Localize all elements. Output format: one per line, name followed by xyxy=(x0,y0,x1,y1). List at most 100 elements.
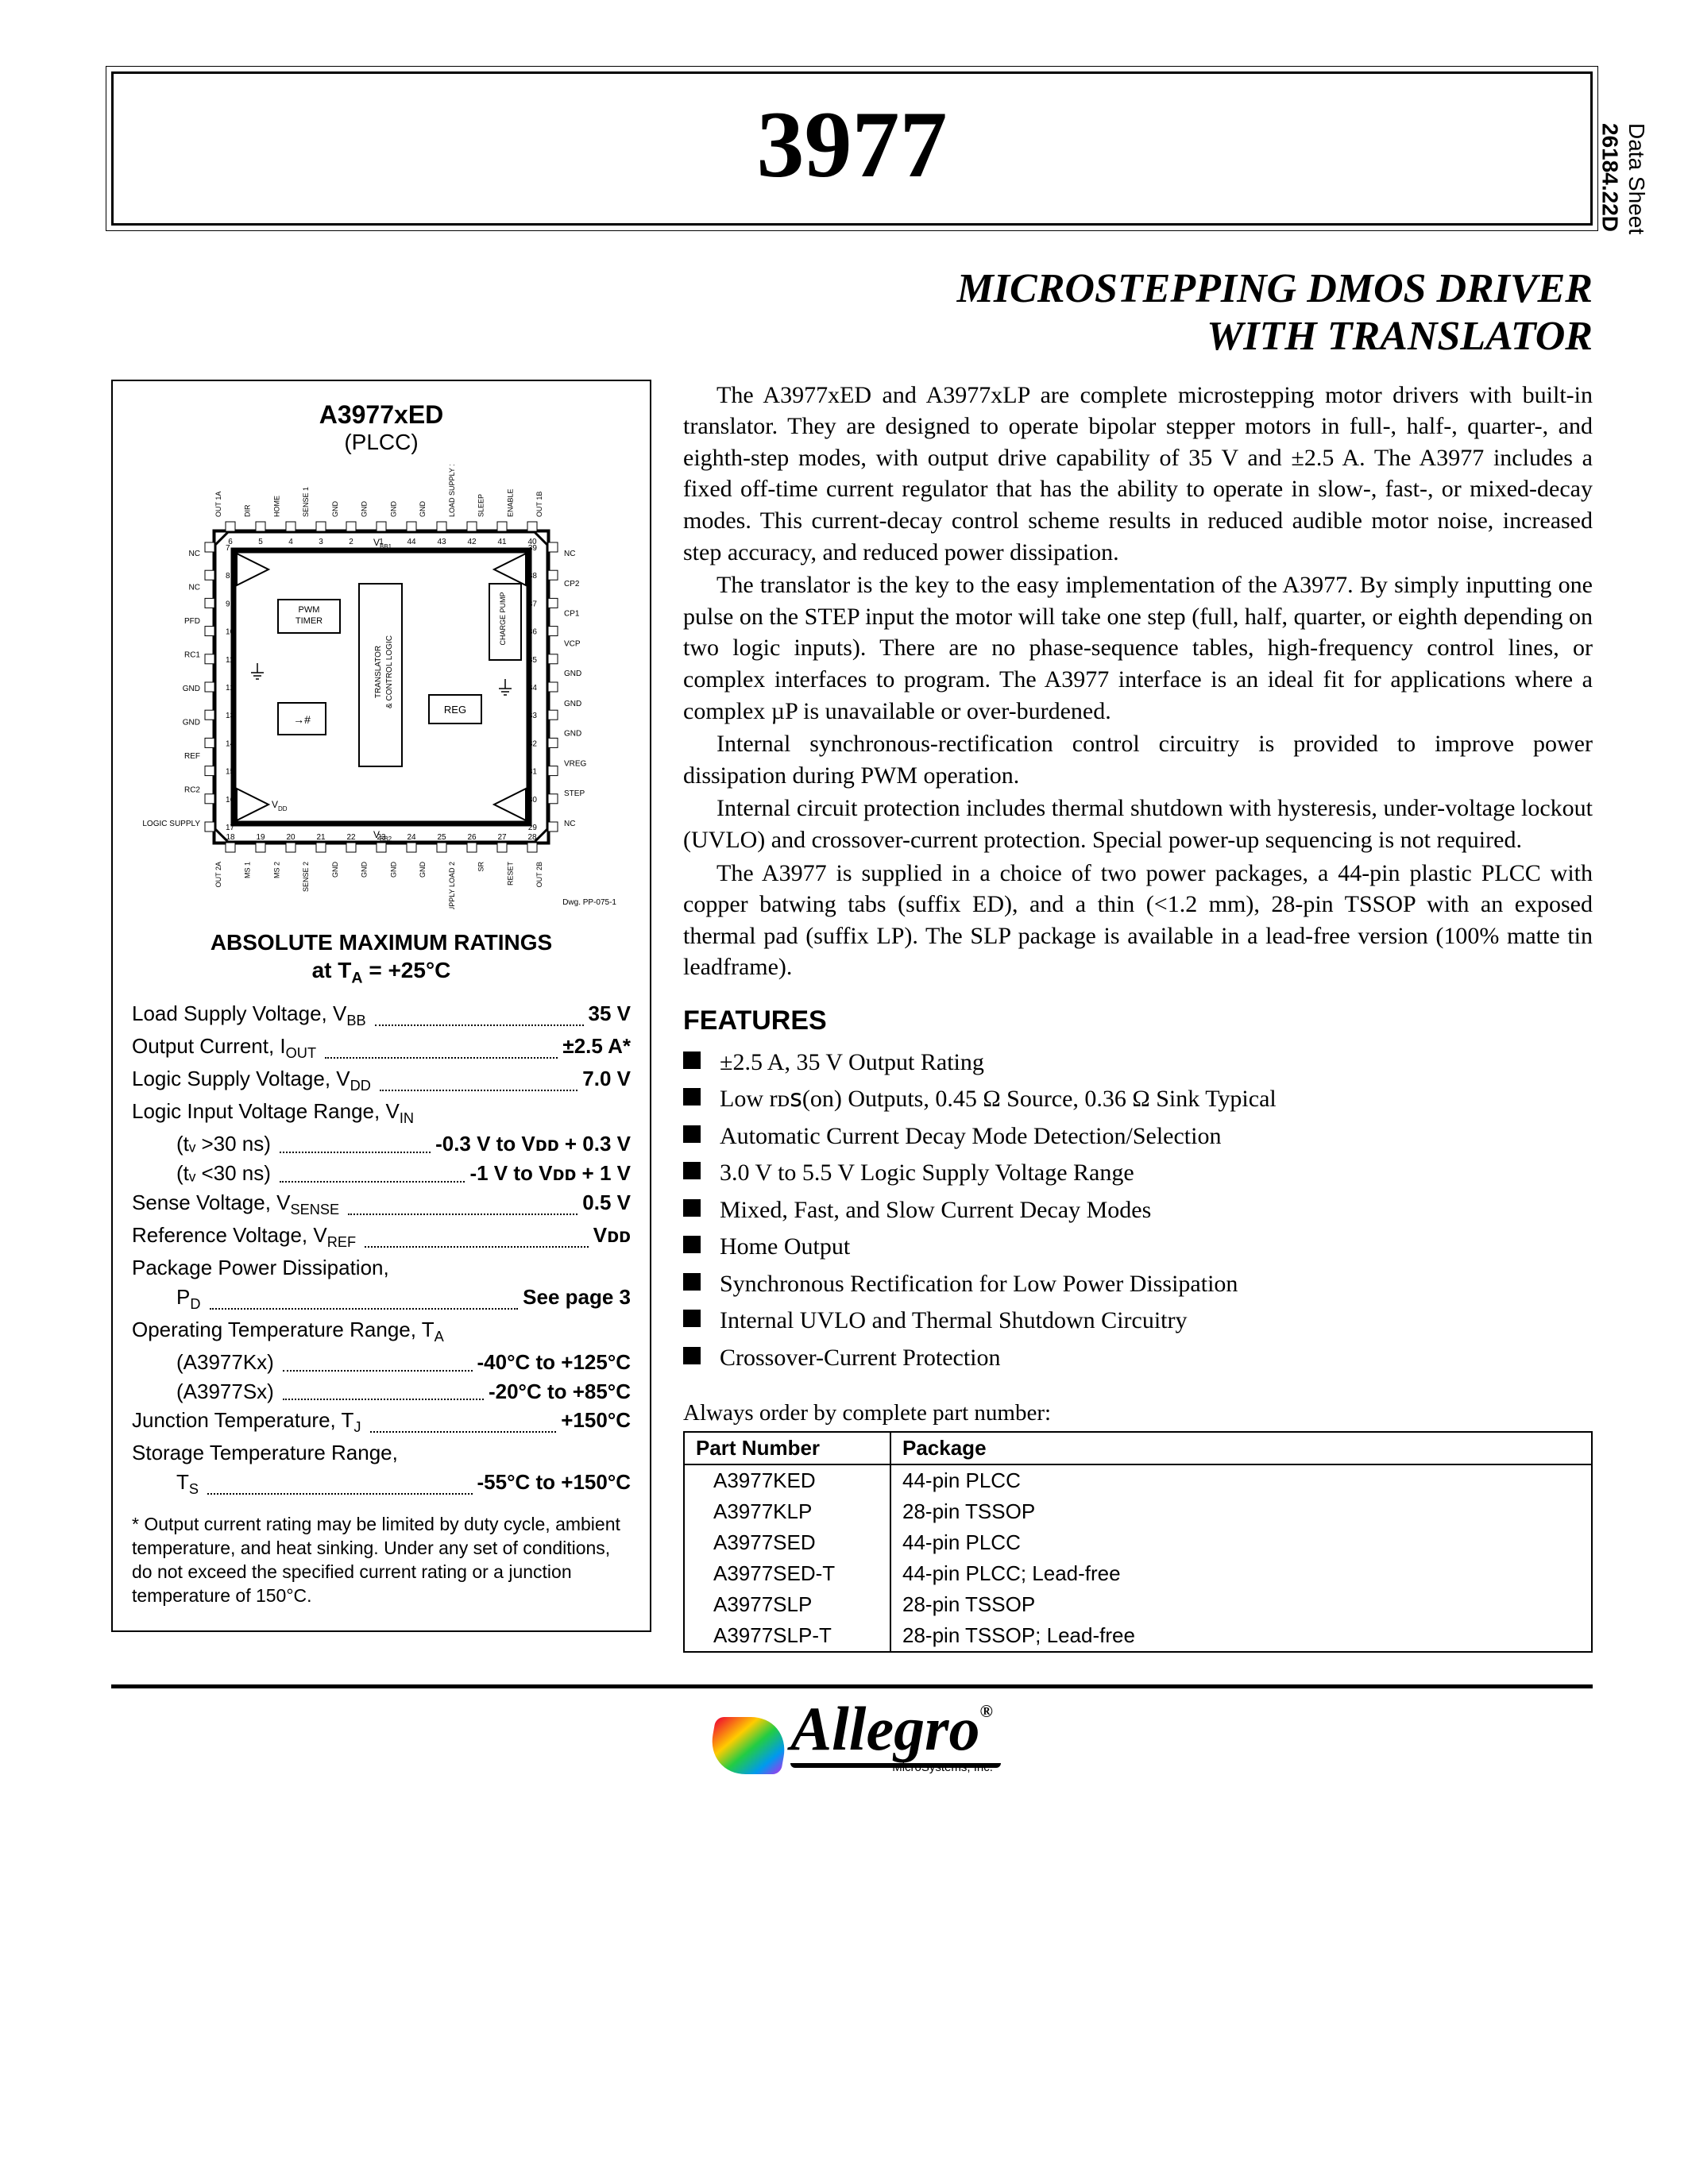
svg-text:8: 8 xyxy=(226,572,230,581)
svg-text:HOME: HOME xyxy=(272,496,280,517)
svg-text:NC: NC xyxy=(564,820,575,828)
features-heading: FEATURES xyxy=(683,1005,1593,1036)
svg-text:OUT 1B: OUT 1B xyxy=(535,491,543,516)
feature-item: Mixed, Fast, and Slow Current Decay Mode… xyxy=(683,1192,1593,1229)
svg-text:32: 32 xyxy=(528,739,538,748)
doc-number: 26184.22D xyxy=(1597,123,1624,234)
col-pkg: Package xyxy=(890,1432,1592,1464)
rating-line: Reference Voltage, VREF Vᴅᴅ xyxy=(132,1221,631,1253)
svg-text:29: 29 xyxy=(528,824,538,832)
svg-text:MS 1: MS 1 xyxy=(244,862,252,878)
chip-diagram: PWM TIMER TRANSLATOR & CONTROL LOGIC REG… xyxy=(132,465,631,909)
rating-line: (A3977Sx) -20°C to +85°C xyxy=(132,1377,631,1406)
svg-text:GND: GND xyxy=(331,861,339,878)
rating-line: Output Current, IOUT ±2.5 A* xyxy=(132,1032,631,1064)
svg-text:20: 20 xyxy=(286,833,295,842)
svg-text:27: 27 xyxy=(497,833,507,842)
svg-text:OUT 2A: OUT 2A xyxy=(214,862,222,887)
svg-text:26: 26 xyxy=(467,833,477,842)
rating-line: (A3977Kx) -40°C to +125°C xyxy=(132,1348,631,1377)
svg-text:STEP: STEP xyxy=(564,789,585,798)
para-1: The A3977xED and A3977xLP are complete m… xyxy=(683,380,1593,569)
svg-text:17: 17 xyxy=(226,824,235,832)
rating-line: Package Power Dissipation, xyxy=(132,1253,631,1283)
table-row: A3977KLP28-pin TSSOP xyxy=(684,1496,1592,1527)
title-box: 3977 xyxy=(111,71,1593,226)
svg-text:LOGIC SUPPLY: LOGIC SUPPLY xyxy=(142,820,200,828)
ratings-list: Load Supply Voltage, VBB 35 VOutput Curr… xyxy=(132,999,631,1501)
svg-text:5: 5 xyxy=(258,538,263,546)
chip-ratings-box: A3977xED (PLCC) xyxy=(111,380,651,1632)
svg-text:34: 34 xyxy=(528,684,538,693)
subtitle-line2: WITH TRANSLATOR xyxy=(1207,314,1593,359)
svg-text:RC1: RC1 xyxy=(184,650,200,659)
rating-line: Junction Temperature, TJ +150°C xyxy=(132,1406,631,1438)
svg-text:GND: GND xyxy=(361,500,369,517)
svg-text:SR: SR xyxy=(477,861,485,871)
feature-item: Low rᴅꜱ(on) Outputs, 0.45 Ω Source, 0.36… xyxy=(683,1081,1593,1118)
svg-text:REG: REG xyxy=(444,704,466,716)
svg-text:GND: GND xyxy=(389,861,397,878)
svg-text:9: 9 xyxy=(226,600,230,608)
svg-text:GND: GND xyxy=(183,718,200,727)
feature-item: Crossover-Current Protection xyxy=(683,1340,1593,1377)
ratings-header: ABSOLUTE MAXIMUM RATINGS at TA = +25°C xyxy=(132,928,631,988)
para-5: The A3977 is supplied in a choice of two… xyxy=(683,858,1593,983)
subtitle: MICROSTEPPING DMOS DRIVER WITH TRANSLATO… xyxy=(111,265,1593,361)
svg-text:33: 33 xyxy=(528,712,538,720)
svg-text:GND: GND xyxy=(564,699,581,708)
svg-text:GND: GND xyxy=(331,500,339,517)
feature-item: 3.0 V to 5.5 V Logic Supply Voltage Rang… xyxy=(683,1155,1593,1192)
svg-text:18: 18 xyxy=(226,833,235,842)
svg-text:GND: GND xyxy=(361,861,369,878)
rating-line: Operating Temperature Range, TA xyxy=(132,1315,631,1348)
svg-text:RC2: RC2 xyxy=(184,785,200,794)
svg-text:NC: NC xyxy=(564,550,575,558)
svg-text:43: 43 xyxy=(437,538,446,546)
svg-text:DD: DD xyxy=(278,805,288,812)
svg-text:38: 38 xyxy=(528,572,538,581)
svg-text:PWM: PWM xyxy=(299,605,320,615)
parts-table: Part Number Package A3977KED44-pin PLCCA… xyxy=(683,1431,1593,1653)
svg-text:ENABLE: ENABLE xyxy=(506,488,514,517)
doc-id-label: Data Sheet 26184.22D xyxy=(1597,123,1650,234)
svg-text:GND: GND xyxy=(183,685,200,693)
rating-line: (tᵥ <30 ns) -1 V to Vᴅᴅ + 1 V xyxy=(132,1159,631,1188)
datasheet-label: Data Sheet xyxy=(1623,123,1650,234)
table-row: A3977SED44-pin PLCC xyxy=(684,1527,1592,1558)
svg-text:VREG: VREG xyxy=(564,759,587,768)
svg-text:SUPPLY LOAD 2: SUPPLY LOAD 2 xyxy=(448,862,456,909)
svg-text:GND: GND xyxy=(564,729,581,738)
svg-text:LOAD SUPPLY 1: LOAD SUPPLY 1 xyxy=(448,465,456,517)
order-note: Always order by complete part number: xyxy=(683,1400,1593,1426)
para-4: Internal circuit protection includes the… xyxy=(683,793,1593,855)
svg-text:12: 12 xyxy=(226,684,235,693)
logo-text: Allegro® xyxy=(790,1694,993,1763)
svg-text:39: 39 xyxy=(528,544,538,553)
svg-text:MS 2: MS 2 xyxy=(272,862,280,878)
svg-text:24: 24 xyxy=(407,833,416,842)
part-number-title: 3977 xyxy=(114,90,1590,199)
para-2: The translator is the key to the easy im… xyxy=(683,569,1593,727)
svg-text:23: 23 xyxy=(377,833,386,842)
rating-line: Logic Supply Voltage, VDD 7.0 V xyxy=(132,1064,631,1097)
svg-text:CP1: CP1 xyxy=(564,609,580,618)
svg-text:GND: GND xyxy=(419,861,427,878)
svg-text:2: 2 xyxy=(349,538,353,546)
svg-text:CP2: CP2 xyxy=(564,579,580,588)
svg-text:VCP: VCP xyxy=(564,639,581,648)
features-list: ±2.5 A, 35 V Output RatingLow rᴅꜱ(on) Ou… xyxy=(683,1044,1593,1377)
svg-text:1: 1 xyxy=(379,538,384,546)
svg-text:25: 25 xyxy=(437,833,446,842)
svg-text:7: 7 xyxy=(226,544,230,553)
rating-line: Load Supply Voltage, VBB 35 V xyxy=(132,999,631,1032)
svg-text:TIMER: TIMER xyxy=(295,616,323,626)
svg-text:11: 11 xyxy=(226,655,234,664)
chip-title: A3977xED xyxy=(132,400,631,430)
svg-text:→#: →# xyxy=(293,713,311,726)
svg-text:22: 22 xyxy=(346,833,356,842)
table-row: A3977SLP28-pin TSSOP xyxy=(684,1589,1592,1620)
logo-swash-icon xyxy=(706,1717,791,1774)
svg-text:10: 10 xyxy=(226,627,235,636)
svg-text:DIR: DIR xyxy=(244,504,252,517)
